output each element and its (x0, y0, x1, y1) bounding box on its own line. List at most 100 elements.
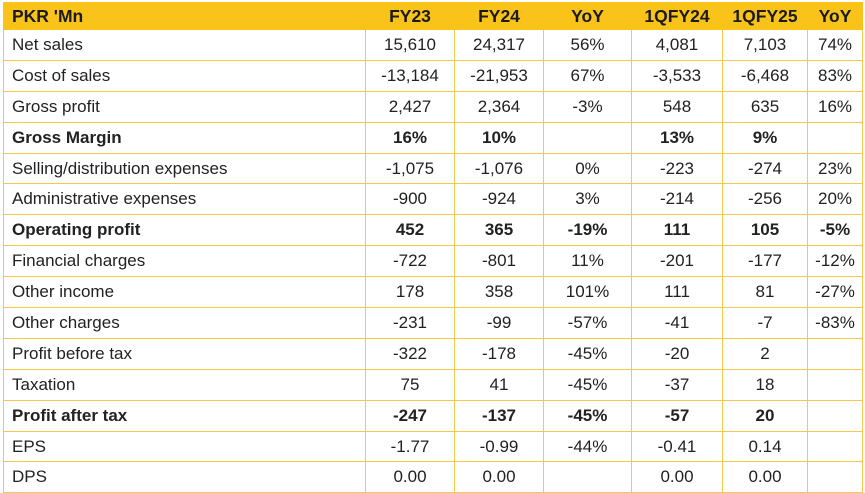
cell-1qfy24: 548 (631, 90, 723, 123)
cell-1qfy24: -20 (631, 337, 723, 370)
cell-fy24: 24,317 (454, 29, 544, 61)
cell-fy23: 15,610 (365, 29, 455, 61)
cell-1qfy24: 0.00 (631, 461, 723, 493)
row-label: EPS (3, 430, 366, 463)
cell-1qfy24: -223 (631, 152, 723, 185)
cell-yoy-annual (543, 121, 632, 154)
cell-fy24: -0.99 (454, 430, 544, 463)
cell-fy23: -13,184 (365, 59, 455, 92)
row-label: Selling/distribution expenses (3, 152, 366, 185)
cell-1qfy25: 20 (722, 399, 808, 432)
cell-1qfy25: 0.00 (722, 461, 808, 493)
cell-yoy-annual (543, 461, 632, 493)
cell-yoy-quarterly (807, 337, 863, 370)
cell-1qfy25: -7 (722, 307, 808, 339)
row-label: Administrative expenses (3, 183, 366, 216)
header-row: PKR 'Mn FY23 FY24 YoY 1QFY24 1QFY25 YoY (3, 2, 863, 30)
row-label: Other income (3, 276, 366, 309)
cell-yoy-quarterly (807, 121, 863, 154)
cell-1qfy25: 0.14 (722, 430, 808, 463)
table-row: Cost of sales -13,184 -21,953 67% -3,533 -6,4… (3, 59, 863, 92)
cell-1qfy24: -3,533 (631, 59, 723, 92)
cell-1qfy25: 635 (722, 90, 808, 123)
header-cell-fy24: FY24 (454, 2, 544, 30)
header-cell-1qfy24: 1QFY24 (631, 2, 723, 30)
cell-1qfy24: -41 (631, 307, 723, 339)
cell-yoy-quarterly: 16% (807, 90, 863, 123)
table-row: Operating profit 452 365 -19% 111 105 -5% (3, 214, 863, 247)
cell-1qfy24: -37 (631, 368, 723, 401)
row-label: Other charges (3, 307, 366, 339)
row-label: Net sales (3, 29, 366, 61)
cell-1qfy25: 18 (722, 368, 808, 401)
cell-fy23: -900 (365, 183, 455, 216)
cell-yoy-annual: 101% (543, 276, 632, 309)
cell-yoy-annual: -44% (543, 430, 632, 463)
cell-fy24: 10% (454, 121, 544, 154)
cell-fy24: 358 (454, 276, 544, 309)
table-row: Taxation 75 41 -45% -37 18 (3, 368, 863, 401)
cell-fy24: -801 (454, 245, 544, 278)
table-row: Net sales 15,610 24,317 56% 4,081 7,103 74% (3, 29, 863, 61)
row-label: Gross profit (3, 90, 366, 123)
cell-yoy-quarterly: -27% (807, 276, 863, 309)
cell-yoy-quarterly: 74% (807, 29, 863, 61)
cell-1qfy24: 111 (631, 276, 723, 309)
table-row: Other charges -231 -99 -57% -41 -7 -83% (3, 307, 863, 339)
cell-1qfy24: 13% (631, 121, 723, 154)
header-cell-yoy-quarterly: YoY (807, 2, 863, 30)
cell-fy23: 2,427 (365, 90, 455, 123)
cell-yoy-quarterly: -12% (807, 245, 863, 278)
table-row: Profit before tax -322 -178 -45% -20 2 (3, 337, 863, 370)
cell-fy24: -1,076 (454, 152, 544, 185)
cell-fy24: 0.00 (454, 461, 544, 493)
row-label: DPS (3, 461, 366, 493)
cell-fy24: -924 (454, 183, 544, 216)
row-label: Profit before tax (3, 337, 366, 370)
cell-yoy-annual: -19% (543, 214, 632, 247)
cell-1qfy24: -0.41 (631, 430, 723, 463)
cell-1qfy25: -274 (722, 152, 808, 185)
cell-yoy-quarterly: -83% (807, 307, 863, 339)
cell-yoy-annual: -3% (543, 90, 632, 123)
cell-fy23: -722 (365, 245, 455, 278)
cell-yoy-quarterly: 83% (807, 59, 863, 92)
cell-fy23: 75 (365, 368, 455, 401)
row-label: Operating profit (3, 214, 366, 247)
cell-yoy-quarterly: 23% (807, 152, 863, 185)
cell-1qfy25: -6,468 (722, 59, 808, 92)
cell-fy23: 452 (365, 214, 455, 247)
cell-yoy-annual: 56% (543, 29, 632, 61)
row-label: Gross Margin (3, 121, 366, 154)
cell-yoy-annual: -45% (543, 399, 632, 432)
cell-fy24: 365 (454, 214, 544, 247)
cell-fy23: -231 (365, 307, 455, 339)
row-label: Profit after tax (3, 399, 366, 432)
cell-yoy-annual: -57% (543, 307, 632, 339)
cell-yoy-annual: -45% (543, 337, 632, 370)
cell-yoy-quarterly (807, 461, 863, 493)
cell-1qfy25: 9% (722, 121, 808, 154)
table-row: Profit after tax -247 -137 -45% -57 20 (3, 399, 863, 432)
cell-1qfy25: -256 (722, 183, 808, 216)
cell-yoy-annual: 67% (543, 59, 632, 92)
cell-yoy-annual: -45% (543, 368, 632, 401)
cell-1qfy24: -57 (631, 399, 723, 432)
cell-1qfy24: -214 (631, 183, 723, 216)
cell-fy24: 2,364 (454, 90, 544, 123)
cell-1qfy25: 81 (722, 276, 808, 309)
cell-fy23: -322 (365, 337, 455, 370)
cell-fy23: 0.00 (365, 461, 455, 493)
cell-yoy-quarterly: 20% (807, 183, 863, 216)
cell-fy23: 16% (365, 121, 455, 154)
cell-fy24: -21,953 (454, 59, 544, 92)
row-label: Cost of sales (3, 59, 366, 92)
table-row: EPS -1.77 -0.99 -44% -0.41 0.14 (3, 430, 863, 463)
cell-1qfy24: 111 (631, 214, 723, 247)
cell-fy24: -99 (454, 307, 544, 339)
cell-1qfy25: 105 (722, 214, 808, 247)
header-cell-fy23: FY23 (365, 2, 455, 30)
table-header: PKR 'Mn FY23 FY24 YoY 1QFY24 1QFY25 YoY (3, 2, 863, 30)
table-row: Gross profit 2,427 2,364 -3% 548 635 16% (3, 90, 863, 123)
cell-fy24: -178 (454, 337, 544, 370)
